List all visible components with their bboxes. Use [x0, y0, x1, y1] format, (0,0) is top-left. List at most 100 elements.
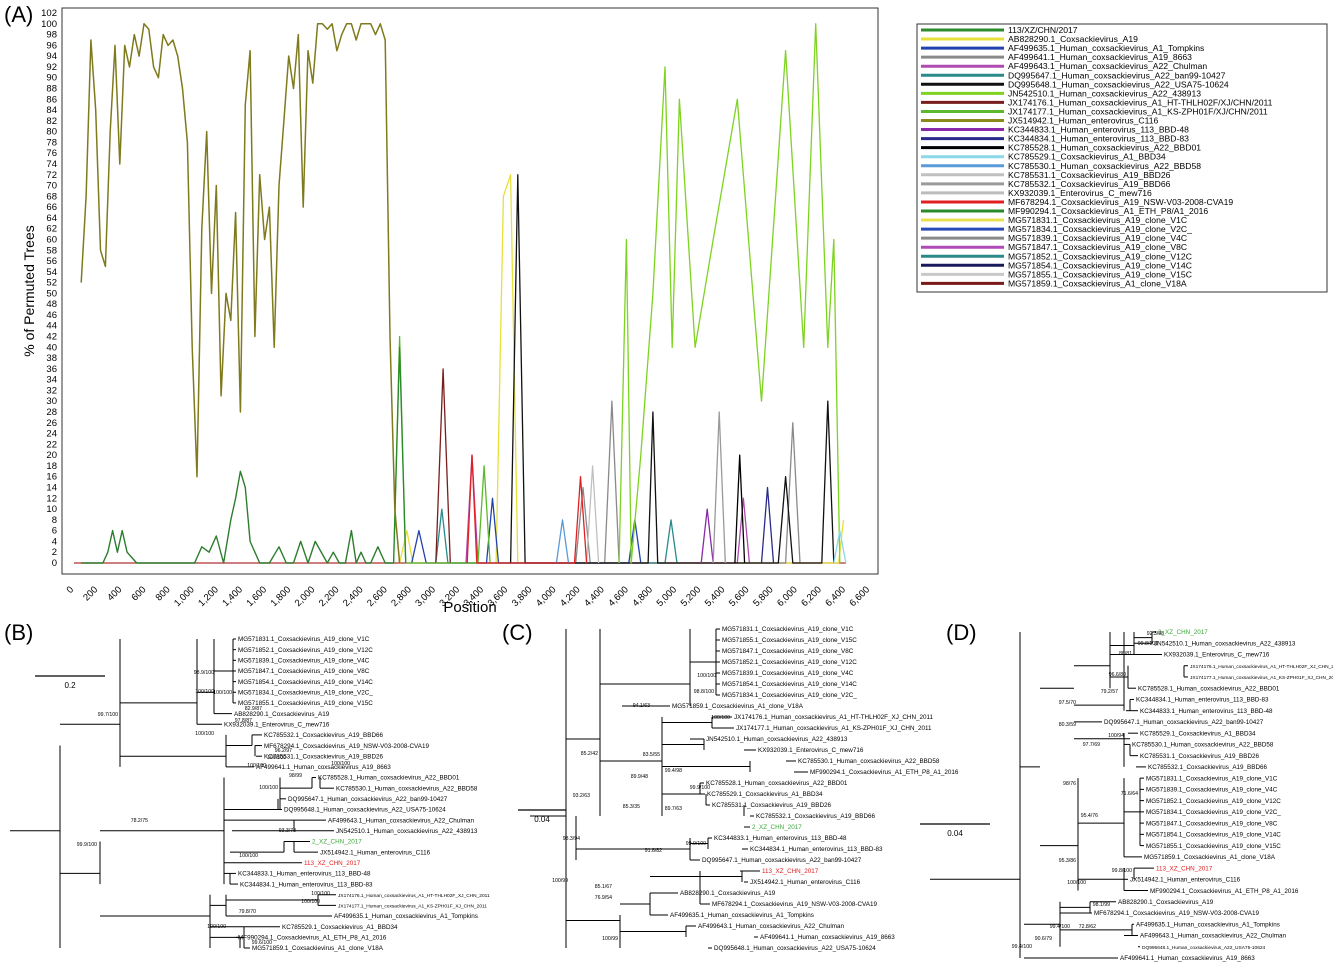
x-axis-label: Position [443, 599, 496, 616]
tree-tip-label: MG571831.1_Coxsackievirus_A19_clone_V1C [722, 626, 854, 633]
tree-support-value: 98.9/100 [194, 670, 214, 676]
tree-tip-label: MG571854.1_Coxsackievirus_A19_clone_V14C [238, 679, 373, 686]
legend-label: AF499635.1_Human_coxsackievirus_A1_Tompk… [1008, 43, 1204, 53]
tree-tip-label: MG571831.1_Coxsackievirus_A19_clone_V1C [1146, 775, 1278, 782]
tree-support-value: 100/100 [697, 673, 716, 679]
y-tick-label: 50 [46, 288, 57, 299]
tree-tip-label: MF990294.1_Coxsackievirus_A1_ETH_P8_A1_2… [238, 935, 387, 942]
y-tick-label: 102 [41, 8, 57, 19]
tree-support-value: 85.2/42 [581, 751, 598, 757]
tree-tip-label: MG571854.1_Coxsackievirus_A19_clone_V14C [722, 681, 857, 688]
y-tick-label: 12 [46, 493, 57, 504]
y-tick-label: 28 [46, 407, 57, 418]
series-line [760, 486, 775, 564]
tree-tip-label: 2_XZ_CHN_2017 [1158, 629, 1208, 636]
y-tick-label: 8 [52, 515, 57, 526]
tree-support-value: 100/100 [195, 689, 214, 695]
x-tick-label: 2,200 [317, 584, 342, 609]
tree-support-value: 100/94 [1108, 733, 1124, 739]
tree-tip-label: MG571847.1_Coxsackievirus_A19_clone_V8C [238, 668, 370, 675]
tree-tip-label: KX932039.1_Enterovirus_C_mew716 [224, 721, 330, 728]
tree-support-value: 99.6/100 [252, 940, 272, 946]
tree-support-value: 99.7/100 [98, 712, 118, 718]
tree-support-value: 99.9/100 [690, 785, 710, 791]
y-tick-label: 74 [46, 159, 57, 170]
y-tick-label: 48 [46, 299, 57, 310]
y-tick-label: 36 [46, 364, 57, 375]
series-line [618, 23, 841, 564]
y-tick-label: 42 [46, 332, 57, 343]
y-tick-label: 4 [52, 536, 57, 547]
legend-label: AF499641.1_Human_coxsackievirus_A19_8663 [1008, 52, 1192, 62]
tree-support-value: 100/100 [301, 899, 320, 905]
y-tick-label: 14 [46, 483, 57, 494]
tree-tip-label: 113_XZ_CHN_2017 [762, 868, 819, 875]
x-tick-label: 1,800 [269, 584, 294, 609]
y-tick-label: 90 [46, 73, 57, 84]
tree-support-value: 100/100 [195, 731, 214, 737]
x-tick-label: 4,800 [630, 584, 655, 609]
x-tick-label: 1,000 [172, 584, 197, 609]
tree-tip-label: KC785530.1_Human_coxsackievirus_A22_BBD5… [336, 785, 478, 792]
x-tick-label: 2,400 [341, 584, 366, 609]
tree-tip-label: KC785532.1_Coxsackievirus_A19_BBD66 [1148, 764, 1268, 771]
legend-label: MF990294.1_Coxsackievirus_A1_ETH_P8/A1_2… [1008, 206, 1208, 216]
tree-tip-label: DQ995647.1_Human_coxsackievirus_A22_ban9… [288, 796, 448, 803]
tree-tip-label: DQ995648.1_Human_coxsackievirus_A22_USA7… [1142, 945, 1266, 951]
y-tick-label: 32 [46, 385, 57, 396]
tree-support-value: 100/100 [711, 715, 730, 721]
tree-support-value: 96.2/97 [275, 748, 292, 754]
tree-tip-label: KC344834.1_Human_enterovirus_113_BBD-83 [240, 881, 373, 888]
phylogenetic-tree-c: MG571831.1_Coxsackievirus_A19_clone_V1C M… [518, 626, 959, 952]
series-line [392, 346, 407, 564]
legend-label: MG571847.1_Coxsackievirus_A19_clone_V8C [1008, 242, 1187, 252]
tree-tip-label: KC344833.1_Human_enterovirus_113_BBD-48 [1140, 708, 1273, 715]
x-tick-label: 6,600 [848, 584, 873, 609]
chart-legend: 113/XZ/CHN/2017AB828290.1_Coxsackievirus… [916, 23, 1328, 293]
y-axis-ticks: 0246810121416182022242628303234363840424… [41, 8, 57, 569]
legend-label: MF678294.1_Coxsackievirus_A19_NSW-V03-20… [1008, 197, 1233, 207]
tree-tip-label: AF499643.1_Human_coxsackievirus_A22_Chul… [698, 923, 844, 930]
legend-label: 113/XZ/CHN/2017 [1008, 25, 1078, 35]
y-tick-label: 58 [46, 245, 57, 256]
tree-tip-label: DQ995647.1_Human_coxsackievirus_A22_ban9… [702, 857, 862, 864]
series-line [81, 470, 394, 564]
tree-tip-label: AF499641.1_Human_coxsackievirus_A19_8663 [760, 934, 895, 941]
y-tick-label: 88 [46, 83, 57, 94]
tree-tip-label: KC785530.1_Human_coxsackievirus_A22_BBD5… [798, 758, 940, 765]
series-line [509, 174, 835, 564]
series-line [585, 465, 600, 564]
tree-tip-label: KX932039.1_Enterovirus_C_mew716 [1164, 652, 1270, 659]
tree-support-value: 80.3/59 [1059, 722, 1076, 728]
y-tick-label: 64 [46, 213, 57, 224]
tree-tip-label: MG571839.1_Coxsackievirus_A19_clone_V4C [238, 658, 370, 665]
tree-support-value: 99.8/100 [1112, 868, 1132, 874]
tree-tip-label: JN542510.1_Human_coxsackievirus_A22_4389… [336, 828, 478, 835]
tree-support-value: 100/100 [207, 924, 226, 930]
tree-tip-label: AF499643.1_Human_coxsackievirus_A22_Chul… [328, 817, 474, 824]
tree-tip-label: JX514942.1_Human_enterovirus_C116 [1130, 877, 1241, 884]
tree-tip-label: MG571855.1_Coxsackievirus_A19_clone_V15C [1146, 843, 1281, 850]
legend-label: KC785528.1_Human_coxsackievirus_A22_BBD0… [1008, 143, 1201, 153]
tree-tip-label: KC344834.1_Human_enterovirus_113_BBD-83 [1136, 697, 1269, 704]
tree-support-value: 89.9/48 [631, 774, 648, 780]
tree-tip-label: MG571852.1_Coxsackievirus_A19_clone_V12C [722, 659, 857, 666]
x-tick-label: 4,600 [606, 584, 631, 609]
tree-tip-label: AB828290.1_Coxsackievirus_A19 [680, 890, 776, 897]
tree-support-value: 99.4/98 [665, 768, 682, 774]
tree-tip-label: KC785530.1_Human_coxsackievirus_A22_BBD5… [1132, 742, 1274, 749]
tree-tip-label: MG571834.1_Coxsackievirus_A19_clone_V2C_ [238, 689, 373, 696]
legend-label: MG571834.1_Coxsackievirus_A19_clone_V2C_ [1008, 224, 1192, 234]
tree-support-value: 100/100 [267, 755, 286, 761]
x-tick-label: 5,800 [751, 584, 776, 609]
y-axis-label: % of Permuted Trees [21, 225, 37, 357]
tree-tip-label: KC785531.1_Coxsackievirus_A19_BBD26 [712, 802, 832, 809]
y-tick-label: 24 [46, 429, 57, 440]
tree-scale-label: 0.2 [64, 681, 76, 690]
tree-support-value: 98/76 [1063, 781, 1076, 787]
tree-support-value: 85.3/35 [623, 804, 640, 810]
y-tick-label: 26 [46, 418, 57, 429]
tree-tip-label: MF990294.1_Coxsackievirus_A1_ETH_P8_A1_2… [1150, 888, 1299, 895]
tree-support-value: 100/100 [239, 853, 258, 859]
